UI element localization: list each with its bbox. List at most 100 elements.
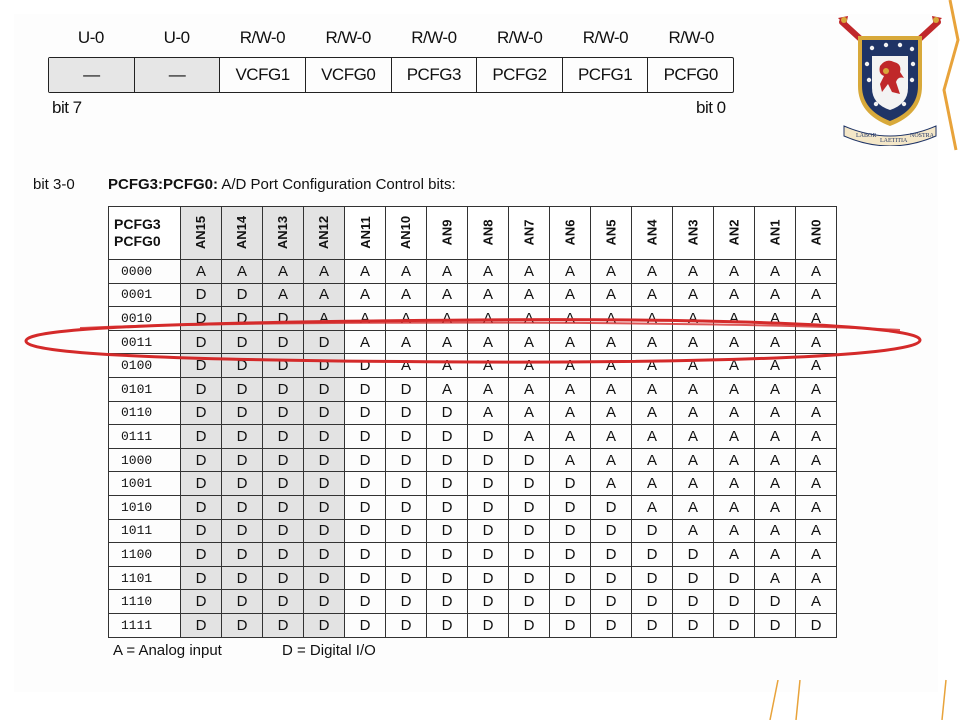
pin-mode-cell: D — [385, 424, 427, 449]
pin-mode-cell: D — [262, 612, 304, 638]
pin-mode-cell: D — [344, 542, 386, 567]
pin-mode-cell: A — [754, 447, 796, 473]
pin-mode-cell: A — [713, 376, 755, 402]
pin-mode-cell: A — [795, 329, 837, 355]
description-text: PCFG3:PCFG0: A/D Port Configuration Cont… — [108, 176, 456, 193]
pin-mode-cell: D — [672, 589, 714, 614]
pin-mode-cell: A — [795, 471, 837, 496]
column-label: AN3 — [685, 219, 701, 246]
field-description: A/D Port Configuration Control bits: — [218, 176, 456, 193]
pin-mode-cell: D — [221, 282, 263, 308]
pin-mode-cell: D — [262, 329, 304, 355]
pin-mode-cell: D — [344, 589, 386, 614]
pin-mode-cell: A — [508, 376, 550, 402]
pin-mode-cell: D — [221, 400, 263, 426]
pin-mode-cell: A — [754, 542, 796, 567]
pin-mode-cell: A — [754, 353, 796, 378]
crest-motto-left: LABOR — [856, 133, 876, 139]
pin-mode-cell: A — [590, 471, 632, 496]
pin-mode-cell: D — [754, 612, 796, 638]
column-label: AN13 — [275, 215, 291, 250]
pin-mode-cell: A — [754, 494, 796, 520]
pin-mode-cell: A — [713, 494, 755, 520]
pin-mode-cell: D — [180, 518, 222, 544]
bit-high-label: bit 7 — [52, 98, 82, 117]
pin-mode-cell: D — [385, 400, 427, 426]
pin-mode-cell: A — [467, 400, 509, 426]
pin-mode-cell: A — [631, 306, 673, 331]
pin-mode-cell: D — [467, 447, 509, 473]
pin-mode-cell: A — [795, 447, 837, 473]
pin-mode-cell: D — [754, 589, 796, 614]
pin-mode-cell: D — [385, 376, 427, 402]
pin-mode-cell: D — [303, 518, 345, 544]
column-header-an1: AN1 — [754, 206, 796, 260]
config-code-cell: 0011 — [108, 329, 181, 355]
pin-mode-cell: A — [713, 471, 755, 496]
pin-mode-cell: A — [549, 282, 591, 308]
pin-mode-cell: D — [262, 400, 304, 426]
pin-mode-cell: A — [754, 565, 796, 591]
column-header-an8: AN8 — [467, 206, 509, 260]
pin-mode-cell: A — [713, 518, 755, 544]
pin-mode-cell: D — [549, 589, 591, 614]
table-row-1010: 1010 D D D D D D D D D D D A A A A A — [108, 494, 837, 520]
pin-mode-cell: D — [426, 589, 468, 614]
pin-mode-cell: D — [221, 542, 263, 567]
pin-mode-cell: A — [754, 376, 796, 402]
pin-mode-cell: A — [795, 306, 837, 331]
pin-mode-cell: A — [795, 282, 837, 308]
column-header-an3: AN3 — [672, 206, 714, 260]
pin-mode-cell: D — [303, 447, 345, 473]
column-header-an2: AN2 — [713, 206, 755, 260]
pin-mode-cell: A — [549, 259, 591, 284]
pin-mode-cell: A — [508, 329, 550, 355]
pin-mode-cell: A — [754, 518, 796, 544]
pin-mode-cell: D — [467, 424, 509, 449]
pin-mode-cell: A — [221, 259, 263, 284]
column-label: AN2 — [726, 219, 742, 246]
pin-mode-cell: A — [508, 306, 550, 331]
table-row-0010: 0010 D D D A A A A A A A A A A A A A — [108, 306, 837, 331]
pin-mode-cell: A — [795, 565, 837, 591]
pin-mode-cell: A — [303, 259, 345, 284]
pin-mode-cell: D — [508, 612, 550, 638]
pin-mode-cell: D — [262, 589, 304, 614]
pin-mode-cell: A — [344, 259, 386, 284]
config-code-cell: 0101 — [108, 376, 181, 402]
pin-mode-cell: D — [262, 494, 304, 520]
column-label: AN0 — [808, 219, 824, 246]
register-bit-0: PCFG0 — [647, 58, 733, 92]
table-row-0100: 0100 D D D D D A A A A A A A A A A A — [108, 353, 837, 378]
pin-mode-cell: A — [795, 400, 837, 426]
corner-accent-strokes — [769, 680, 801, 720]
register-attribute-4: R/W-0 — [411, 28, 457, 47]
pin-mode-cell: D — [713, 589, 755, 614]
pin-mode-cell: D — [467, 471, 509, 496]
pin-mode-cell: D — [262, 353, 304, 378]
pin-mode-cell: D — [508, 565, 550, 591]
pin-mode-cell: A — [631, 494, 673, 520]
pin-mode-cell: A — [385, 353, 427, 378]
pin-mode-cell: A — [795, 353, 837, 378]
pin-mode-cell: D — [221, 565, 263, 591]
column-header-an11: AN11 — [344, 206, 386, 260]
pin-mode-cell: D — [549, 542, 591, 567]
pin-mode-cell: D — [385, 565, 427, 591]
pin-mode-cell: A — [549, 424, 591, 449]
config-code-cell: 1110 — [108, 589, 181, 614]
pin-mode-cell: A — [631, 282, 673, 308]
table-row-1101: 1101 D D D D D D D D D D D D D D A A — [108, 565, 837, 591]
pin-mode-cell: A — [426, 353, 468, 378]
table-row-0110: 0110 D D D D D D D A A A A A A A A A — [108, 400, 837, 426]
pin-mode-cell: D — [221, 353, 263, 378]
pin-mode-cell: A — [549, 447, 591, 473]
pin-mode-cell: D — [262, 424, 304, 449]
register-attribute-0: U-0 — [77, 28, 104, 47]
pin-mode-cell: D — [262, 447, 304, 473]
pin-mode-cell: A — [795, 424, 837, 449]
column-label: AN1 — [767, 219, 783, 246]
pin-mode-cell: A — [590, 400, 632, 426]
column-label: AN14 — [234, 215, 250, 250]
pin-mode-cell: D — [385, 471, 427, 496]
